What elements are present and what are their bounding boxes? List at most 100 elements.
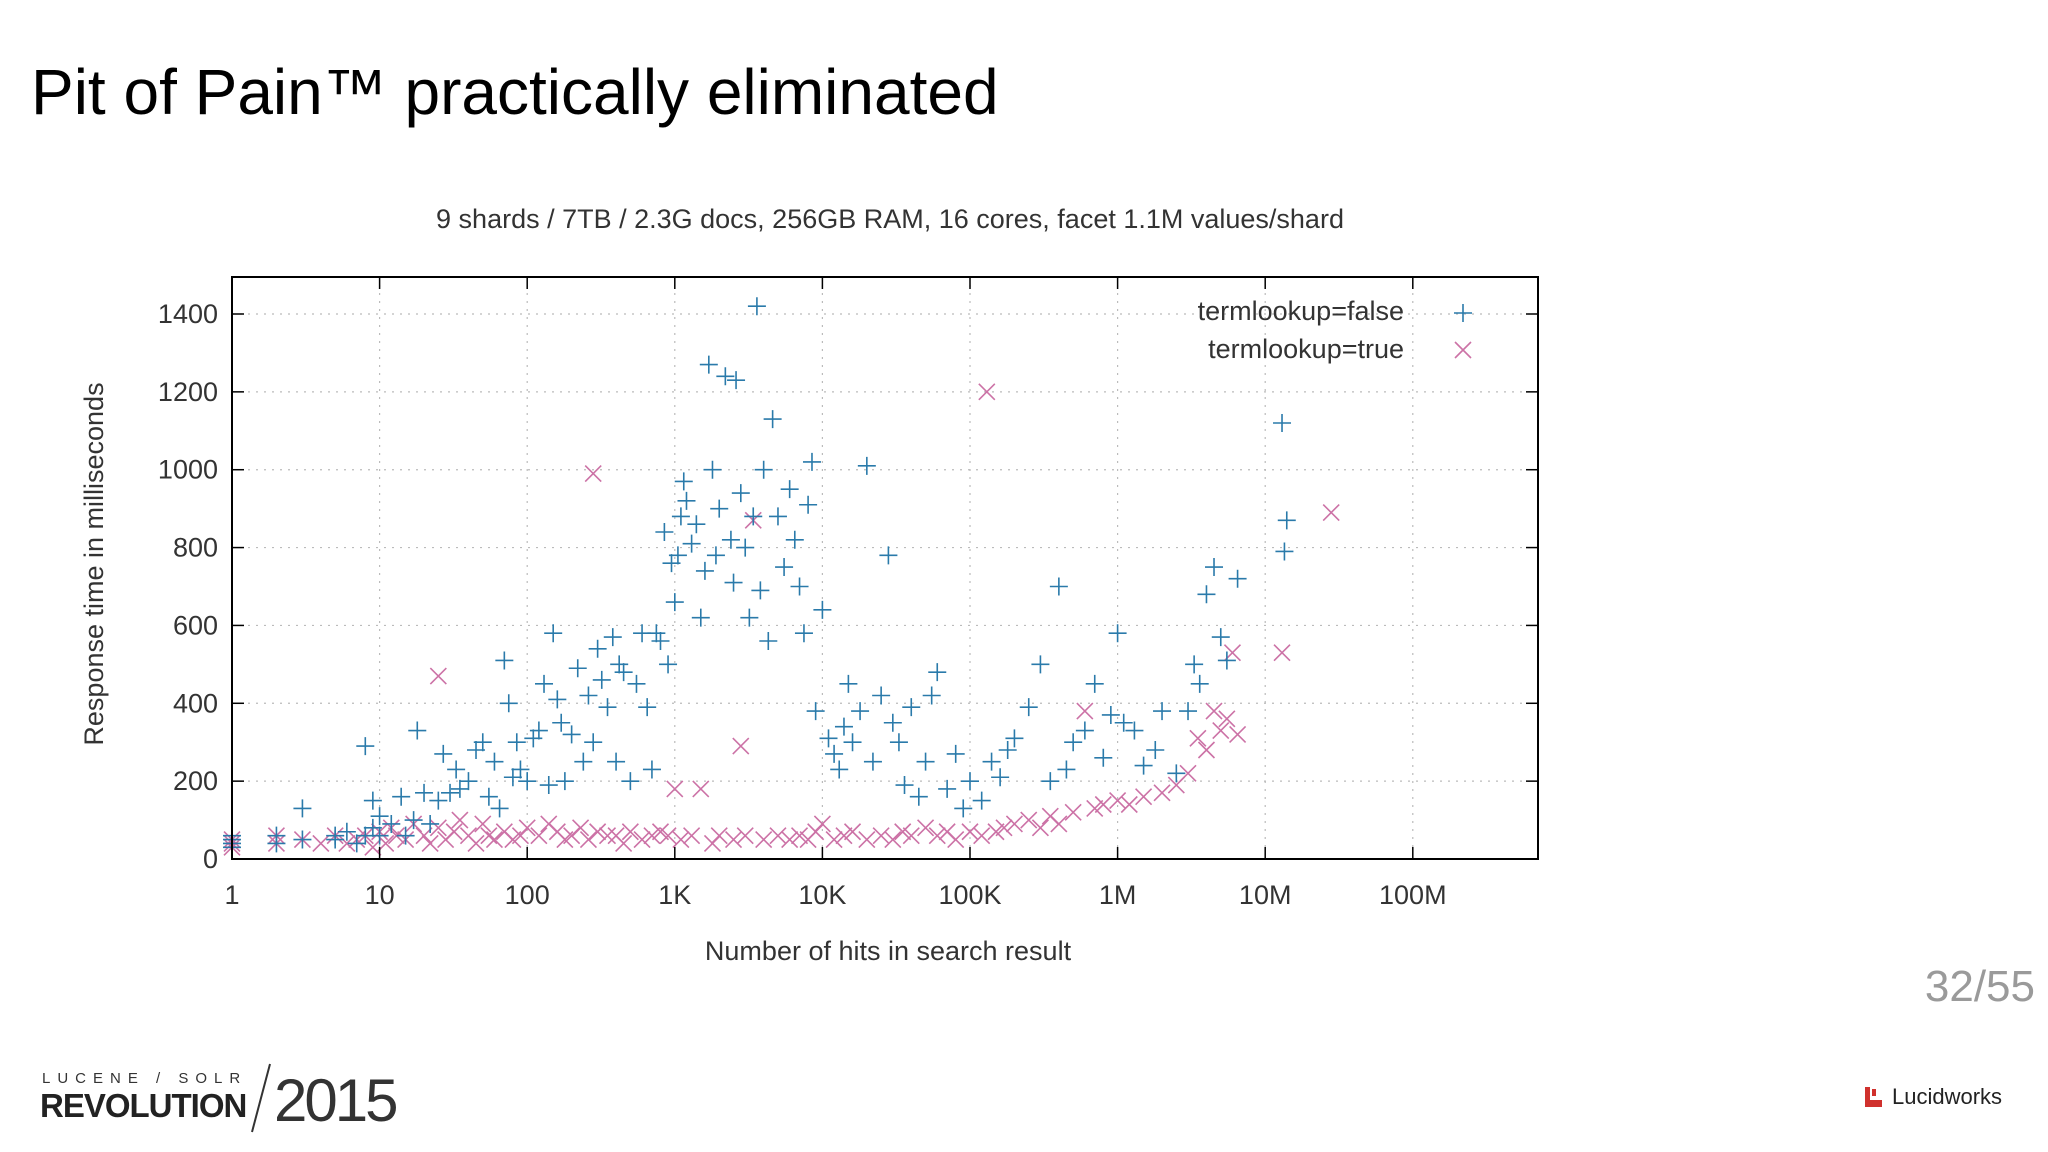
point-termlookup-true xyxy=(563,827,581,845)
point-termlookup-true xyxy=(666,780,684,798)
point-termlookup-false xyxy=(479,787,498,806)
x-tick-label: 100M xyxy=(1379,880,1447,910)
point-termlookup-false xyxy=(548,690,567,709)
point-termlookup-true xyxy=(621,823,639,841)
point-termlookup-false xyxy=(946,744,965,763)
point-termlookup-true xyxy=(987,823,1005,841)
point-termlookup-true xyxy=(724,830,743,849)
point-termlookup-false xyxy=(552,713,571,732)
x-tick-label: 10K xyxy=(798,880,846,910)
point-termlookup-false xyxy=(495,651,514,670)
point-termlookup-false xyxy=(485,752,504,771)
point-termlookup-false xyxy=(1217,651,1236,670)
point-termlookup-false xyxy=(607,752,626,771)
point-termlookup-true xyxy=(633,830,651,849)
point-termlookup-false xyxy=(1146,741,1165,759)
point-termlookup-false xyxy=(790,577,809,596)
page-number: 32/55 xyxy=(1924,962,2035,1011)
point-termlookup-false xyxy=(736,538,755,557)
point-termlookup-false xyxy=(1273,414,1292,432)
point-termlookup-false xyxy=(695,561,714,580)
point-termlookup-false xyxy=(584,733,603,752)
point-termlookup-false xyxy=(1064,733,1083,752)
point-termlookup-true xyxy=(1135,788,1153,806)
point-termlookup-false xyxy=(392,787,411,806)
point-termlookup-false xyxy=(568,659,587,678)
point-termlookup-false xyxy=(598,698,617,717)
point-termlookup-false xyxy=(1114,713,1133,732)
point-termlookup-false xyxy=(1041,772,1060,791)
point-termlookup-false xyxy=(744,507,763,526)
slide-title: Pit of Pain™ practically eliminated xyxy=(31,56,999,128)
point-termlookup-false xyxy=(267,826,286,845)
point-termlookup-true xyxy=(598,827,617,845)
point-termlookup-false xyxy=(415,783,434,802)
point-termlookup-true xyxy=(902,827,920,845)
point-termlookup-false xyxy=(574,752,593,771)
legend-cross-marker xyxy=(1454,341,1472,359)
point-termlookup-false xyxy=(731,484,750,503)
point-termlookup-true xyxy=(858,830,876,849)
point-termlookup-false xyxy=(1005,729,1024,748)
point-termlookup-false xyxy=(691,608,710,627)
point-termlookup-true xyxy=(1086,799,1104,817)
point-termlookup-false xyxy=(682,534,701,553)
point-termlookup-false xyxy=(651,632,670,650)
point-termlookup-true xyxy=(692,780,710,798)
y-tick-label: 0 xyxy=(203,844,218,874)
point-termlookup-false xyxy=(1057,760,1076,779)
point-termlookup-false xyxy=(1179,702,1198,721)
point-termlookup-true xyxy=(973,827,991,845)
point-termlookup-true xyxy=(338,834,356,852)
point-termlookup-false xyxy=(819,729,838,748)
point-termlookup-false xyxy=(544,624,563,643)
point-termlookup-true xyxy=(769,827,787,845)
x-tick-label: 10 xyxy=(365,880,395,910)
point-termlookup-false xyxy=(603,628,622,647)
point-termlookup-false xyxy=(642,760,661,779)
point-termlookup-false xyxy=(655,523,674,541)
point-termlookup-false xyxy=(724,573,743,592)
point-termlookup-false xyxy=(434,744,453,763)
point-termlookup-true xyxy=(978,383,996,401)
legend-marker-termlookup-true xyxy=(1454,341,1472,359)
point-termlookup-false xyxy=(902,698,921,717)
point-termlookup-false xyxy=(799,495,818,514)
point-termlookup-false xyxy=(592,670,611,689)
point-termlookup-true xyxy=(312,834,330,852)
x-tick-label: 1 xyxy=(224,880,239,910)
point-termlookup-false xyxy=(961,772,979,791)
point-termlookup-false xyxy=(802,452,821,471)
point-termlookup-false xyxy=(450,779,469,798)
point-termlookup-true xyxy=(835,827,853,845)
lucidworks-logo: Lucidworks xyxy=(1862,1083,2002,1111)
point-termlookup-false xyxy=(721,530,740,549)
point-termlookup-true xyxy=(584,465,602,483)
point-termlookup-true xyxy=(429,667,447,685)
point-termlookup-false xyxy=(780,480,799,499)
point-termlookup-false xyxy=(883,713,902,732)
point-termlookup-false xyxy=(529,721,548,740)
y-tick-label: 200 xyxy=(173,766,218,796)
point-termlookup-true xyxy=(467,834,485,852)
point-termlookup-false xyxy=(671,507,690,526)
point-termlookup-false xyxy=(518,772,537,791)
point-termlookup-false xyxy=(1205,558,1224,577)
point-termlookup-true xyxy=(928,827,946,845)
data-points xyxy=(223,297,1340,857)
point-termlookup-false xyxy=(647,624,666,643)
point-termlookup-false xyxy=(843,733,862,752)
point-termlookup-false xyxy=(710,499,729,518)
point-termlookup-true xyxy=(813,815,831,833)
point-termlookup-true xyxy=(1120,795,1138,814)
point-termlookup-false xyxy=(370,826,389,845)
point-termlookup-false xyxy=(1228,569,1247,588)
point-termlookup-true xyxy=(445,823,463,841)
point-termlookup-true xyxy=(1020,811,1038,829)
axes: 0 200 400 600 800 1000 1200 1400 1 10 100 1K 10K 100K… xyxy=(158,276,1539,910)
point-termlookup-false xyxy=(293,799,312,818)
y-axis-label: Response time in milliseconds xyxy=(79,382,109,745)
y-tick-label: 800 xyxy=(173,533,218,563)
point-termlookup-false xyxy=(665,593,684,612)
